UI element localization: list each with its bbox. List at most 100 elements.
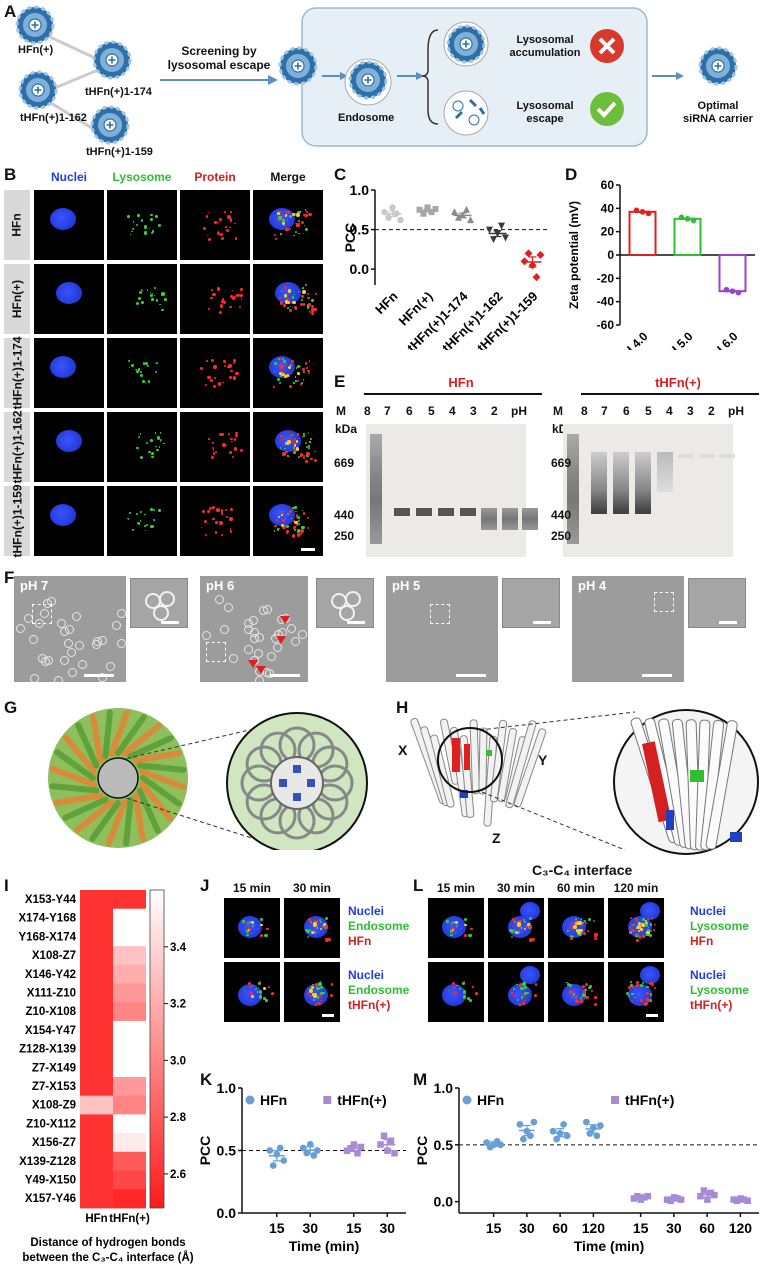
fluorescence-dot <box>230 437 233 440</box>
particle <box>250 628 259 638</box>
fluorescence-dot <box>156 436 161 440</box>
micrograph <box>608 962 664 1022</box>
subunit-y-label: Y <box>538 752 548 768</box>
fluorescence-dot <box>287 440 291 444</box>
fluorescence-dot <box>153 287 156 290</box>
particle <box>63 639 73 649</box>
fluorescence-dot <box>628 994 631 997</box>
fluorescence-dot <box>570 996 573 999</box>
fluorescence-dot <box>309 928 312 931</box>
fluorescence-dot <box>212 384 216 389</box>
panel-label-i: I <box>4 876 9 895</box>
fluorescence-dot <box>298 232 300 235</box>
fluorescence-dot <box>207 509 211 513</box>
tem-condition-label: pH 6 <box>206 578 235 593</box>
data-point <box>490 236 497 244</box>
panel-m-chart: 1.0 0.5 0.0 PCC 15 30 60 120 15 30 60 120 Time (min)… <box>414 1080 759 1254</box>
helix <box>513 728 547 808</box>
zoom-box <box>32 604 52 624</box>
fluorescence-dot <box>207 237 212 242</box>
fluorescence-dot <box>523 999 526 1002</box>
helix <box>127 735 174 760</box>
fluorescence-dot <box>592 919 596 922</box>
micrograph <box>34 190 104 260</box>
row-label: X153-Y44 <box>25 894 77 906</box>
fluorescence-dot <box>471 986 474 988</box>
particle <box>267 652 277 662</box>
fluorescence-dot <box>278 216 282 220</box>
row-label: X111-Z10 <box>27 988 76 1000</box>
particle <box>64 624 74 634</box>
colorbar-tick-label: 3.2 <box>170 999 186 1011</box>
nucleus <box>56 430 82 452</box>
fluorescence-dot <box>256 990 259 993</box>
fluorescence-dot <box>302 370 306 374</box>
fluorescence-dot <box>293 306 298 310</box>
fluorescence-dot <box>641 923 645 927</box>
data-point <box>387 1137 395 1144</box>
fluorescence-dot <box>258 994 263 999</box>
fluorescence-dot <box>520 986 524 991</box>
red-arrow-icon <box>248 660 258 668</box>
micrograph <box>284 962 340 1022</box>
legend-marker <box>323 1096 332 1104</box>
helix <box>505 720 537 809</box>
row-label: Z10-X108 <box>25 1006 76 1018</box>
fluorescence-dot <box>142 362 146 365</box>
zoom-box <box>654 592 674 612</box>
fluorescence-dot <box>283 293 288 298</box>
row-label: X146-Y42 <box>25 969 76 981</box>
legend-marker <box>245 1095 255 1105</box>
legend-label: Nuclei <box>348 968 385 982</box>
fluorescence-dot <box>149 228 151 230</box>
fluorescence-dot <box>302 213 305 216</box>
construct-label: tHFn(+)1-162 <box>20 112 87 124</box>
fluorescence-dot <box>294 376 297 378</box>
colorbar-tick-label: 2.8 <box>170 1112 187 1124</box>
fluorescence-dot <box>297 516 300 519</box>
fluorescence-dot <box>636 924 641 929</box>
fluorescence-dot <box>132 221 135 223</box>
fluorescence-dot <box>646 932 650 936</box>
fluorescence-dot <box>152 508 155 511</box>
heatmap-cell <box>80 927 113 947</box>
x-tick-label: 15 <box>633 1220 649 1236</box>
red-arrow-icon <box>276 636 286 644</box>
fluorescence-dot <box>304 213 308 218</box>
particle <box>253 649 263 659</box>
fluorescence-dot <box>309 441 311 443</box>
fluorescence-dot <box>468 934 472 938</box>
heatmap-cell <box>80 890 113 910</box>
y-tick-label: -20 <box>597 271 615 285</box>
fluorescence-dot <box>143 225 148 229</box>
tem-image: pH 7 <box>14 576 126 682</box>
fluorescence-dot <box>319 999 322 1002</box>
fluorescence-dot <box>294 307 298 311</box>
marker-label: 669 <box>551 456 572 470</box>
fluorescence-dot <box>529 938 533 942</box>
fluorescence-dot <box>274 525 277 528</box>
helix <box>108 709 131 757</box>
fluorescence-dot <box>145 441 148 444</box>
fluorescence-dot <box>582 932 586 936</box>
fluorescence-dot <box>274 238 277 240</box>
fluorescence-dot <box>302 435 304 437</box>
fluorescence-dot <box>577 920 582 925</box>
fluorescence-dot <box>304 209 307 211</box>
fluorescence-dot <box>220 237 224 240</box>
fluorescence-dot <box>325 916 329 920</box>
data-point <box>593 1132 601 1140</box>
data-point <box>391 1150 398 1157</box>
data-point <box>498 222 505 230</box>
fluorescence-dot <box>589 985 593 989</box>
fluorescence-dot <box>207 212 210 214</box>
micrograph <box>488 898 544 958</box>
data-point <box>389 204 396 211</box>
particle <box>28 635 38 645</box>
fluorescence-dot <box>299 211 301 213</box>
fluorescence-dot <box>571 935 574 938</box>
fluorescence-dot <box>517 931 521 935</box>
data-point <box>634 1192 641 1200</box>
data-point <box>524 249 533 258</box>
heatmap-cell <box>113 1058 146 1078</box>
